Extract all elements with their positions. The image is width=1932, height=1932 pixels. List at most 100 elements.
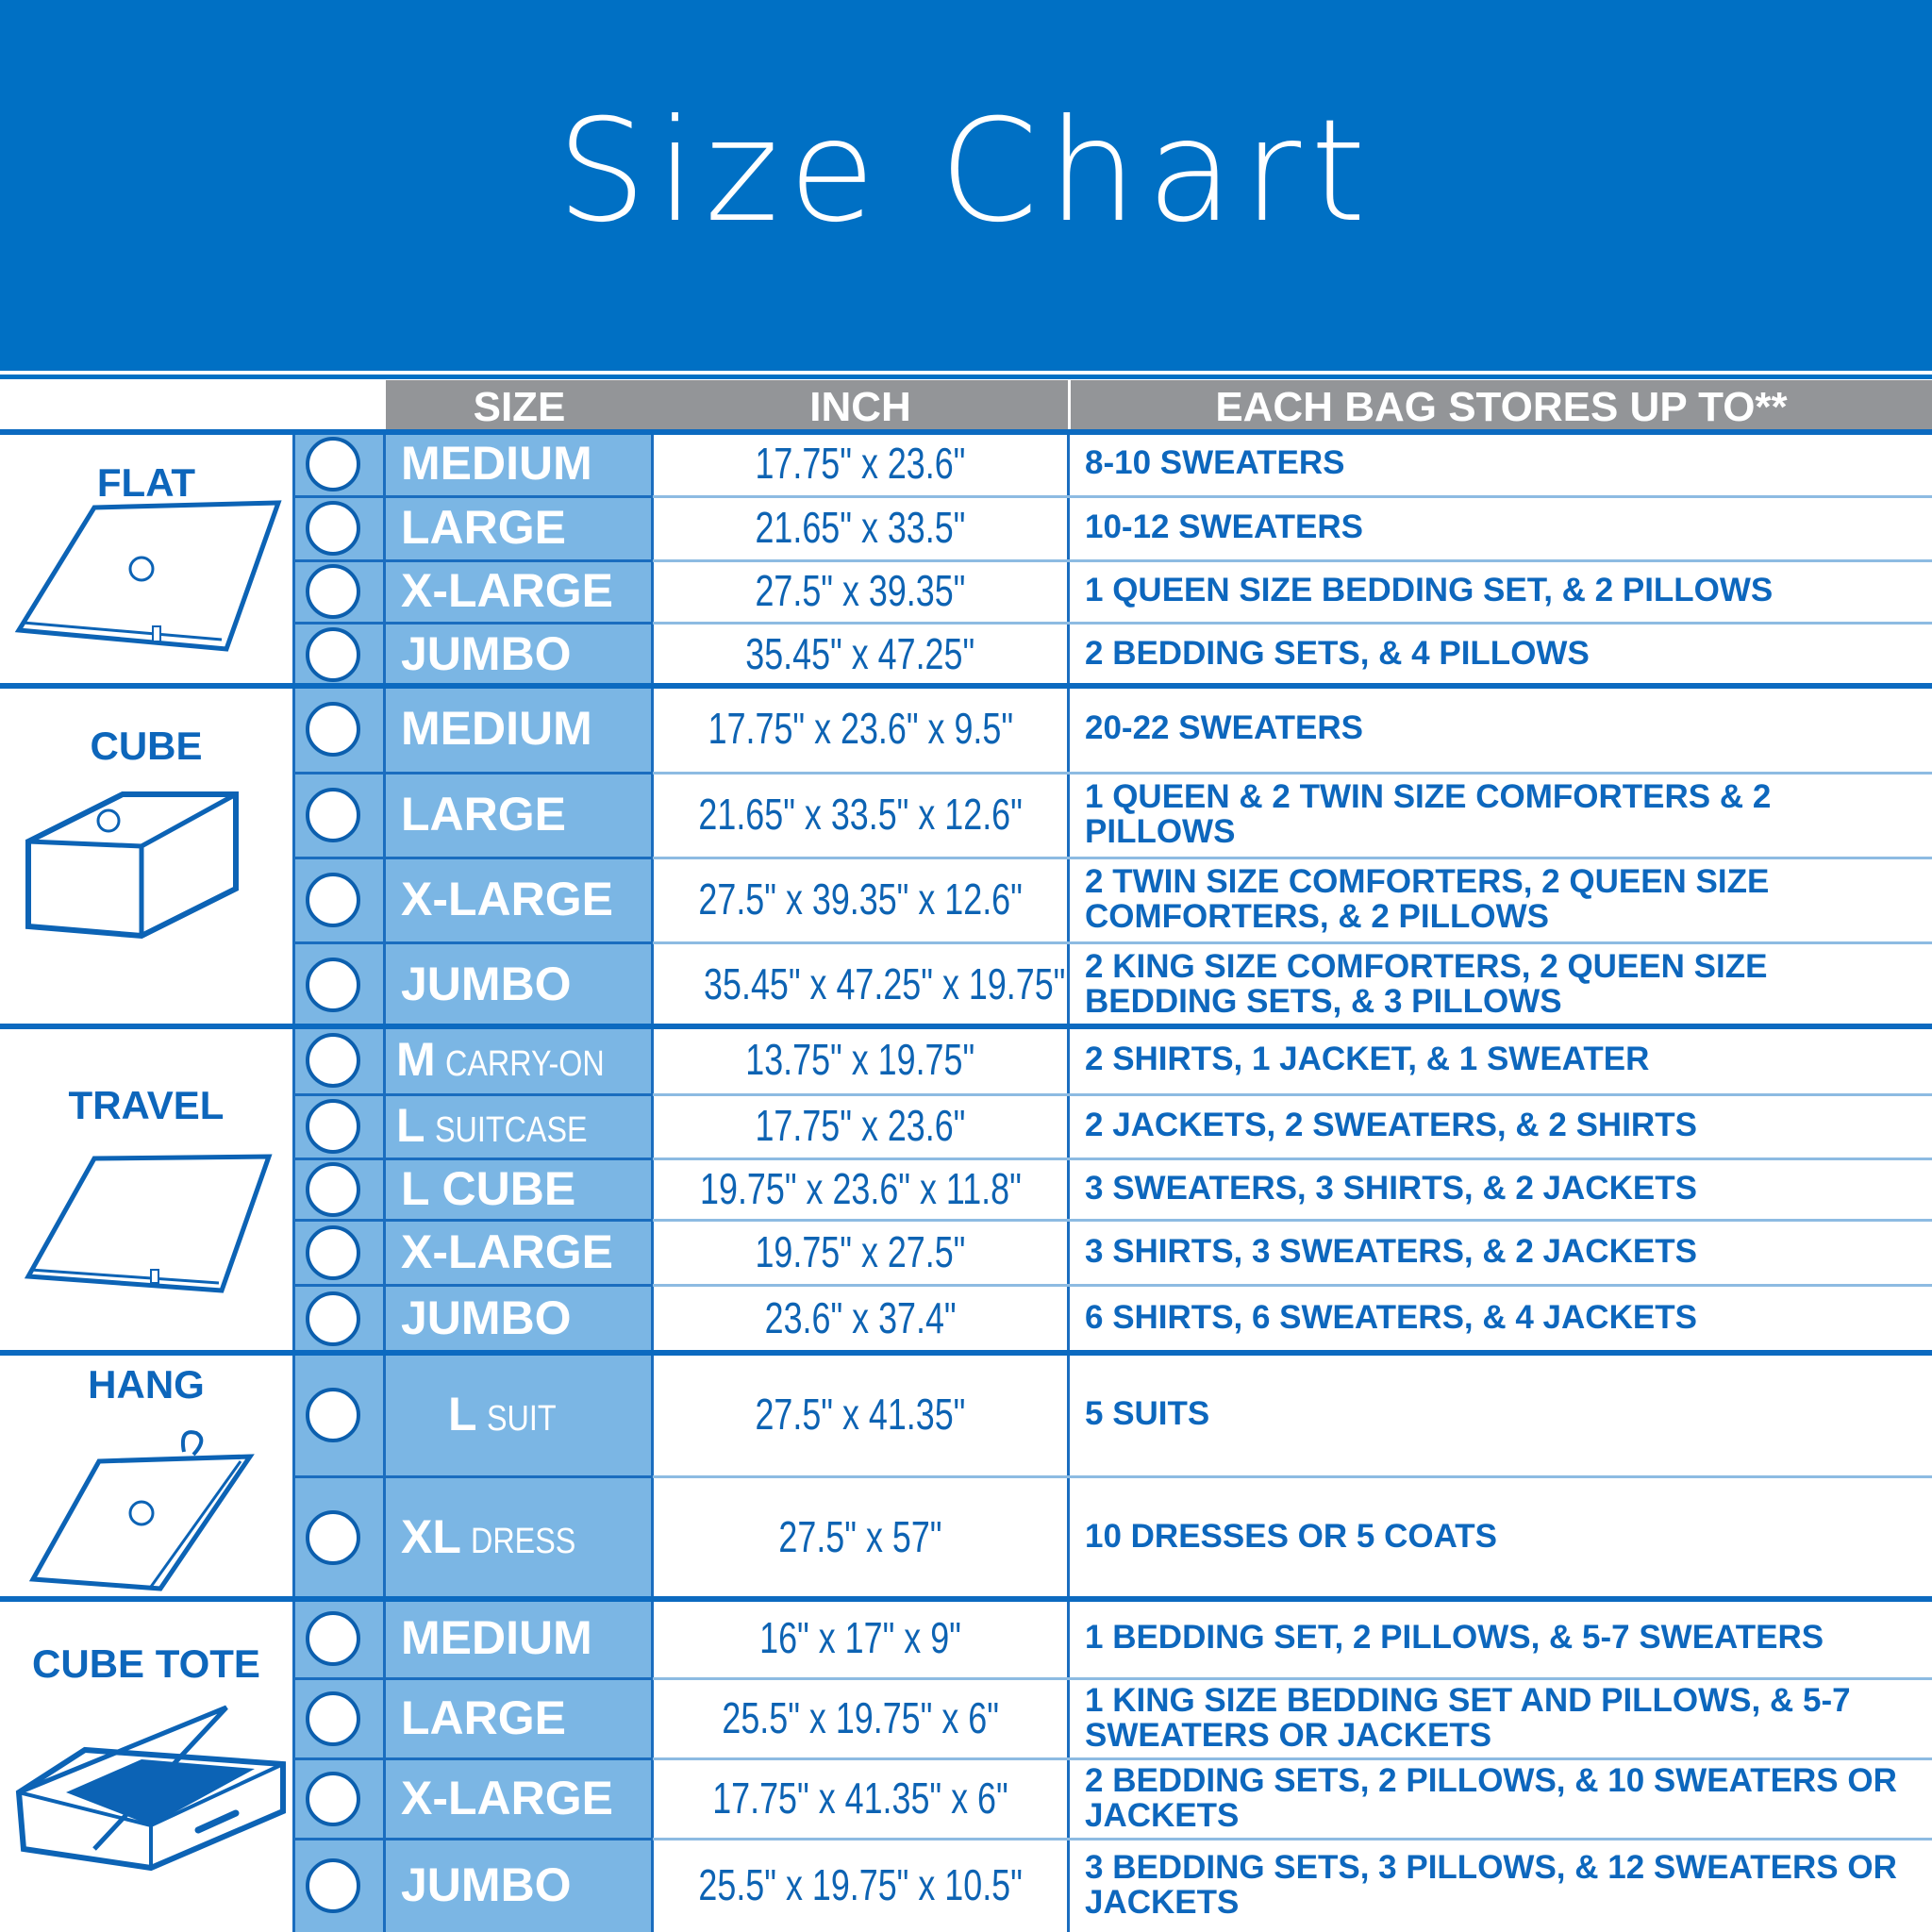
inch-value: 23.6" x 37.4" (764, 1293, 957, 1342)
size-label: LARGE (401, 500, 566, 555)
inch-value: 35.45" x 47.25" (745, 628, 975, 678)
row-divider (292, 772, 1932, 774)
inch-value: 16" x 17" x 9" (759, 1613, 961, 1662)
category-label: HANG (88, 1362, 205, 1407)
capacity-text: 3 SWEATERS, 3 SHIRTS, & 2 JACKETS (1085, 1169, 1697, 1207)
inch-value: 17.75" x 41.35" x 6" (712, 1773, 1008, 1823)
size-sub: SUIT (486, 1398, 557, 1439)
divider (0, 375, 1932, 379)
travel-bag-icon (9, 1149, 283, 1305)
cube-tote-icon (9, 1698, 292, 1882)
inch-dimensions: 25.5" x 19.75" x 6" (653, 1692, 1068, 1743)
row-divider (292, 1838, 1932, 1840)
header-inch: INCH (809, 384, 911, 430)
capacity-text: 2 SHIRTS, 1 JACKET, & 1 SWEATER (1085, 1041, 1650, 1077)
group-divider (0, 1596, 1932, 1602)
row-divider (292, 1158, 653, 1160)
column-divider (1067, 432, 1070, 1932)
select-radio[interactable] (306, 501, 360, 556)
row-divider (292, 622, 653, 625)
capacity-text: 2 TWIN SIZE COMFORTERS, 2 QUEEN SIZE COM… (1085, 863, 1770, 935)
select-radio[interactable] (306, 1771, 360, 1826)
select-radio[interactable] (306, 1161, 360, 1217)
inch-dimensions: 27.5" x 57" (653, 1511, 1068, 1562)
inch-dimensions: 25.5" x 19.75" x 10.5" (653, 1859, 1068, 1910)
inch-dimensions: 17.75" x 41.35" x 6" (653, 1773, 1068, 1824)
row-divider (292, 857, 1932, 859)
size-main: L (396, 1099, 425, 1152)
capacity-text: 6 SHIRTS, 6 SWEATERS, & 4 JACKETS (1085, 1299, 1697, 1336)
size-main: JUMBO (401, 1857, 572, 1911)
size-label: L CUBE (401, 1161, 575, 1216)
row-divider (292, 772, 653, 774)
size-main: X-LARGE (401, 564, 613, 617)
select-radio[interactable] (306, 1387, 360, 1442)
category-label: CUBE (90, 724, 203, 768)
page-title: Size Chart (557, 90, 1375, 254)
size-label: MEDIUM (401, 436, 592, 491)
inch-value: 27.5" x 57" (778, 1512, 942, 1561)
size-label: X-LARGE (401, 563, 613, 618)
inch-dimensions: 17.75" x 23.6" (653, 1100, 1068, 1151)
size-main: M (396, 1033, 436, 1086)
select-radio[interactable] (306, 788, 360, 842)
size-sub: SUITCASE (434, 1110, 588, 1150)
hanging-bag-icon (9, 1409, 283, 1603)
capacity-text: 2 BEDDING SETS, 2 PILLOWS, & 10 SWEATERS… (1085, 1761, 1897, 1834)
select-radio[interactable] (306, 957, 360, 1012)
size-main: LARGE (401, 788, 566, 841)
capacity-text: 1 QUEEN SIZE BEDDING SET, & 2 PILLOWS (1085, 572, 1774, 608)
select-radio[interactable] (306, 702, 360, 757)
inch-value: 21.65" x 33.5" (755, 503, 966, 552)
table-header: SIZE INCH EACH BAG STORES UP TO** (386, 380, 1932, 432)
group-divider (0, 1350, 1932, 1356)
size-label: M CARRY-ON (396, 1032, 632, 1087)
row-divider (292, 1093, 653, 1096)
inch-dimensions: 21.65" x 33.5" x 12.6" (653, 789, 1068, 840)
capacity-text: 1 KING SIZE BEDDING SET AND PILLOWS, & 5… (1085, 1681, 1851, 1754)
select-radio[interactable] (306, 626, 360, 682)
select-radio[interactable] (306, 873, 360, 927)
select-radio[interactable] (306, 1099, 360, 1154)
header-size: SIZE (473, 384, 566, 430)
category-label: TRAVEL (68, 1083, 225, 1127)
capacity-text: 5 SUITS (1085, 1394, 1210, 1432)
inch-dimensions: 27.5" x 39.35" (653, 565, 1068, 616)
inch-dimensions: 27.5" x 39.35" x 12.6" (653, 874, 1068, 924)
capacity-text: 2 BEDDING SETS, & 4 PILLOWS (1085, 634, 1590, 672)
size-label: X-LARGE (401, 1771, 613, 1825)
size-label: LARGE (401, 787, 566, 841)
select-radio[interactable] (306, 1611, 360, 1666)
row-divider (292, 1475, 1932, 1478)
row-divider (292, 559, 1932, 562)
select-radio[interactable] (306, 1690, 360, 1746)
size-label: X-LARGE (401, 872, 613, 926)
inch-value: 19.75" x 23.6" x 11.8" (699, 1163, 1022, 1213)
select-radio[interactable] (306, 1291, 360, 1346)
select-radio[interactable] (306, 437, 360, 491)
size-main: JUMBO (401, 626, 572, 680)
inch-dimensions: 17.75" x 23.6" (653, 438, 1068, 489)
row-divider (292, 941, 1932, 944)
select-radio[interactable] (306, 1857, 360, 1913)
size-label: MEDIUM (401, 701, 592, 756)
row-divider (292, 1219, 1932, 1222)
size-sub: CARRY-ON (444, 1044, 605, 1084)
select-radio[interactable] (306, 564, 360, 619)
inch-value: 27.5" x 39.35" x 12.6" (698, 874, 1023, 924)
inch-value: 17.75" x 23.6" (755, 1101, 966, 1150)
select-radio[interactable] (306, 1510, 360, 1565)
inch-dimensions: 21.65" x 33.5" (653, 502, 1068, 553)
size-main: L CUBE (401, 1161, 576, 1215)
size-main: MEDIUM (401, 702, 592, 755)
size-main: MEDIUM (401, 1611, 592, 1664)
capacity-text: 10 DRESSES OR 5 COATS (1085, 1518, 1497, 1555)
inch-dimensions: 17.75" x 23.6" x 9.5" (653, 703, 1068, 754)
size-main: LARGE (401, 1690, 566, 1744)
capacity-text: 1 BEDDING SET, 2 PILLOWS, & 5-7 SWEATERS (1085, 1619, 1824, 1656)
select-radio[interactable] (306, 1033, 360, 1088)
size-sub: DRESS (470, 1522, 576, 1561)
select-radio[interactable] (306, 1224, 360, 1280)
size-main: X-LARGE (401, 1771, 613, 1824)
row-divider (292, 622, 1932, 625)
